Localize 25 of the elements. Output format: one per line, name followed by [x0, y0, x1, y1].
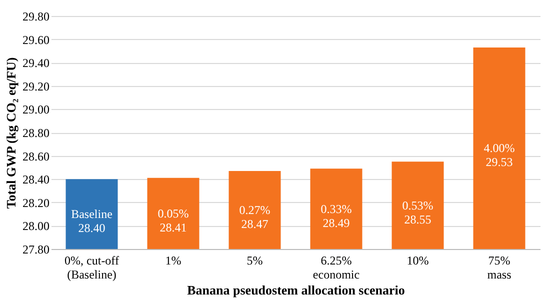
- x-tick-label: 5%: [246, 254, 263, 268]
- y-tick-label: 27.80: [22, 242, 50, 256]
- y-tick-label: 29.40: [22, 56, 50, 70]
- data-label: Baseline 28.40: [71, 207, 112, 236]
- data-label: 0.33% 28.49: [320, 202, 352, 230]
- x-tick-label: 6.25% economic: [312, 254, 360, 282]
- y-tick-label: 29.20: [22, 79, 50, 94]
- x-tick-label: 10%: [406, 254, 429, 268]
- y-tick-label: 28.60: [22, 149, 50, 164]
- y-tick-label: 29.00: [22, 102, 50, 117]
- y-tick-label: 28.40: [22, 172, 50, 187]
- y-tick-label: 28.80: [22, 126, 50, 140]
- x-tick-label: 75% mass: [487, 254, 512, 282]
- x-axis-title: Banana pseudostem allocation scenario: [187, 282, 405, 298]
- data-label: 0.27% 28.47: [239, 202, 270, 231]
- x-tick-label: 0%, cut-off (Baseline): [64, 254, 119, 282]
- y-tick-label: 28.20: [22, 196, 50, 210]
- y-tick-label: 28.00: [22, 219, 50, 234]
- data-label: 4.00% 29.53: [484, 141, 515, 170]
- data-label: 0.05% 28.41: [158, 206, 189, 234]
- y-axis-title: Total GWP (kg CO₂ eq/FU): [4, 57, 18, 209]
- x-tick-label: 1%: [165, 254, 182, 268]
- y-tick-label: 29.80: [22, 10, 50, 24]
- y-tick-label: 29.60: [22, 32, 50, 47]
- data-label: 0.53% 28.55: [402, 198, 434, 226]
